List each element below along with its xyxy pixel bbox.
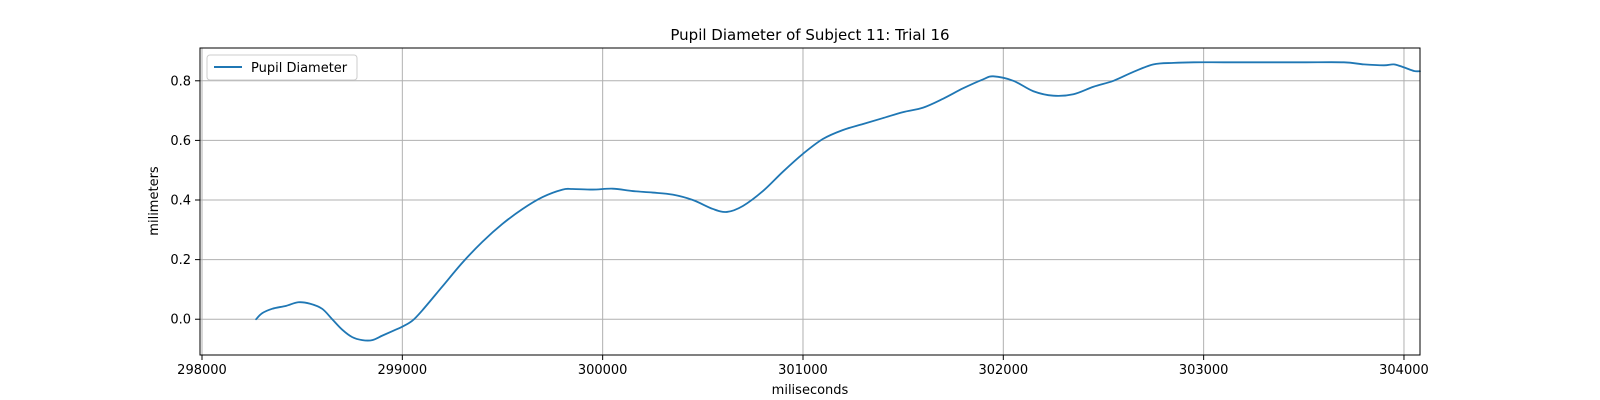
legend-box bbox=[206, 54, 358, 81]
x-tick-label: 301000 bbox=[778, 363, 828, 378]
x-tick-label: 299000 bbox=[378, 363, 428, 378]
y-tick-label: 0.2 bbox=[170, 253, 191, 268]
legend: Pupil Diameter bbox=[206, 54, 358, 81]
y-axis-title: milimeters bbox=[147, 166, 162, 236]
x-axis: 298000 299000 300000 301000 302000 303000 3040… bbox=[177, 355, 1429, 378]
x-tick-label: 298000 bbox=[177, 363, 227, 378]
x-axis-title: miliseconds bbox=[772, 383, 849, 398]
x-tick-label: 303000 bbox=[1179, 363, 1229, 378]
y-tick-label: 0.8 bbox=[170, 74, 191, 89]
y-axis: 0.0 0.2 0.4 0.6 0.8 bbox=[170, 74, 200, 328]
series-layer bbox=[255, 61, 1421, 342]
x-tick-label: 302000 bbox=[978, 363, 1028, 378]
x-tick-label: 304000 bbox=[1379, 363, 1429, 378]
y-tick-label: 0.4 bbox=[170, 194, 191, 209]
grid-lines bbox=[200, 48, 1420, 355]
series-line-pupil-diameter bbox=[255, 61, 1421, 342]
legend-label: Pupil Diameter bbox=[251, 61, 348, 76]
y-tick-label: 0.0 bbox=[170, 313, 191, 328]
y-tick-label: 0.6 bbox=[170, 134, 191, 149]
plot-frame bbox=[199, 47, 1421, 356]
x-tick-label: 300000 bbox=[578, 363, 628, 378]
chart-title: Pupil Diameter of Subject 11: Trial 16 bbox=[670, 26, 949, 44]
